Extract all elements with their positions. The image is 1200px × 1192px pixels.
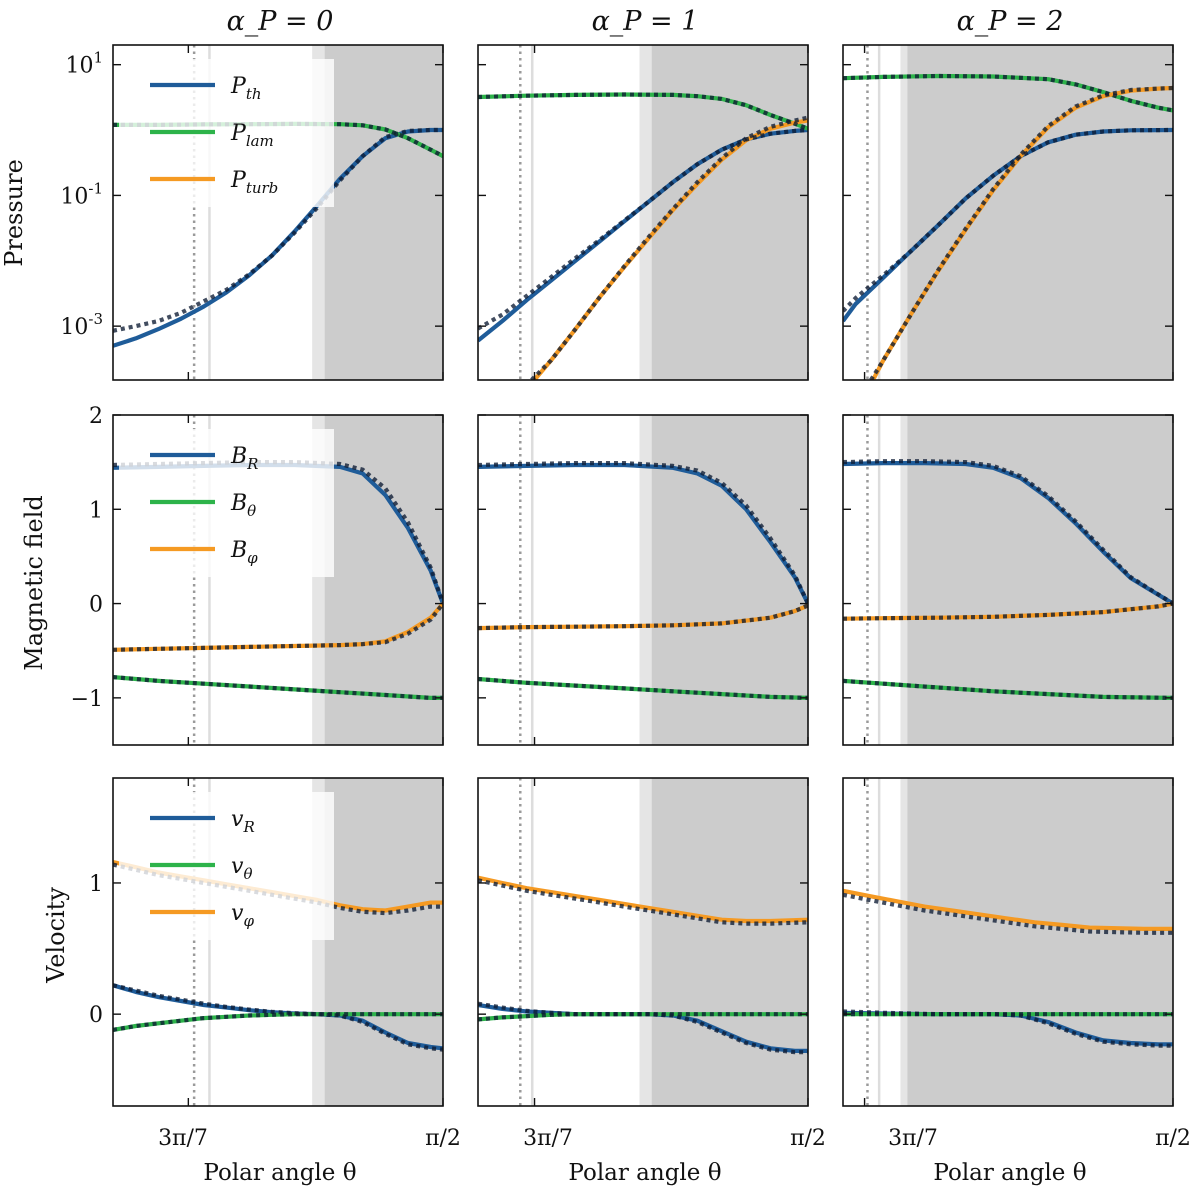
legend-label-b-theta: Bθ xyxy=(230,491,256,520)
axes-frame xyxy=(842,414,1174,746)
panel-2-0: vR vθ vφ 1 0 xyxy=(89,777,444,1107)
approx-dotted-line-v-theta xyxy=(113,1012,443,1032)
panel-0-0: Pth Plam Pturb 101 10-1 10-3 xyxy=(60,44,444,381)
dark-shade-region xyxy=(907,45,1173,380)
approx-dotted-line-b-theta xyxy=(478,676,808,700)
approx-dotted-line-b-r xyxy=(478,461,808,605)
approx-dotted-line-p-turb xyxy=(869,85,1173,380)
ytick-label: 10-1 xyxy=(60,179,103,209)
axes-frame xyxy=(112,414,444,746)
legend-label-p-th: Pth xyxy=(230,74,262,103)
series-line-v-phi xyxy=(843,888,1173,931)
panel-1-2 xyxy=(842,414,1174,746)
approx-dotted-line-b-theta xyxy=(843,678,1173,700)
ytick-label: 10-3 xyxy=(60,310,103,340)
approx-dotted-line-b-phi xyxy=(843,601,1173,621)
xtick-label-pi2-0: π/2 xyxy=(425,1126,461,1151)
panel-2-1 xyxy=(477,777,809,1107)
legend-label-p-lam: Plam xyxy=(230,121,274,150)
approx-dotted-line-p-th xyxy=(843,127,1173,313)
approx-dotted-line-v-phi xyxy=(478,878,808,926)
legend-label-b-phi: Bφ xyxy=(230,538,258,567)
ytick-label: 1 xyxy=(89,872,103,897)
light-shade-band xyxy=(639,45,652,380)
dark-shade-region xyxy=(651,778,808,1106)
ytick-label: 101 xyxy=(65,49,103,79)
ytick-label: −1 xyxy=(71,687,103,712)
legend-label-b-r: BR xyxy=(230,444,258,473)
approx-dotted-line-p-lam xyxy=(843,73,1173,113)
column-title-1: α_P = 1 xyxy=(592,6,699,37)
approx-dotted-line-p-lam xyxy=(478,92,808,131)
legend-label-v-r: vR xyxy=(231,807,255,836)
approx-dotted-line-b-phi xyxy=(478,603,808,631)
xlabel-0: Polar angle θ xyxy=(203,1160,356,1186)
column-titles: α_P = 0 α_P = 1 α_P = 2 xyxy=(227,6,1064,37)
xtick-label-3pi7-2: 3π/7 xyxy=(888,1126,938,1151)
row-ylabel-2: Velocity xyxy=(42,887,70,984)
legend: vR vθ vφ xyxy=(119,792,334,940)
panel-1-1 xyxy=(477,414,809,746)
xtick-label-3pi7-1: 3π/7 xyxy=(523,1126,573,1151)
light-shade-band xyxy=(639,415,652,745)
ytick-label: 1 xyxy=(89,498,103,523)
series-line-b-theta xyxy=(113,675,443,700)
ytick-label: 0 xyxy=(89,593,103,618)
panel-0-1 xyxy=(477,44,809,381)
approx-dotted-line-p-th xyxy=(478,127,808,331)
row-ylabel-0: Pressure xyxy=(0,159,28,267)
approx-dotted-line-b-r xyxy=(843,459,1173,606)
xlabel-2: Polar angle θ xyxy=(933,1160,1086,1186)
xtick-label-pi2-1: π/2 xyxy=(790,1126,826,1151)
series-line-v-phi xyxy=(478,875,808,924)
panel-1-0: BR Bθ Bφ 2 1 0 −1 xyxy=(71,404,444,746)
axes-frame xyxy=(112,44,444,381)
xlabel-1: Polar angle θ xyxy=(568,1160,721,1186)
dark-shade-region xyxy=(324,45,443,380)
legend: Pth Plam Pturb xyxy=(119,59,334,207)
row-ylabel-1: Magnetic field xyxy=(20,495,48,671)
column-title-0: α_P = 0 xyxy=(227,6,334,37)
axes-frame xyxy=(477,777,809,1107)
legend: BR Bθ Bφ xyxy=(119,429,334,577)
axes-frame xyxy=(477,44,809,381)
xtick-label-3pi7-0: 3π/7 xyxy=(158,1126,208,1151)
axes-frame xyxy=(842,44,1174,381)
light-shade-band xyxy=(900,778,908,1106)
axes-frame xyxy=(112,777,444,1107)
axes-frame xyxy=(842,777,1174,1107)
legend-label-p-turb: Pturb xyxy=(230,168,278,197)
approx-dotted-line-p-th xyxy=(113,127,443,333)
x-labels: Polar angle θ Polar angle θ Polar angle … xyxy=(203,1160,1086,1186)
legend-label-v-theta: vθ xyxy=(231,854,252,883)
panel-0-2 xyxy=(842,44,1174,381)
approx-dotted-line-v-theta xyxy=(478,1012,808,1022)
light-shade-band xyxy=(900,415,908,745)
dark-shade-region xyxy=(907,778,1173,1106)
approx-dotted-line-b-phi xyxy=(113,602,443,652)
column-title-2: α_P = 2 xyxy=(957,6,1064,37)
approx-dotted-line-v-r xyxy=(113,983,443,1052)
row-labels: Pressure Magnetic field Velocity xyxy=(0,159,70,984)
ytick-label: 2 xyxy=(89,404,103,429)
x-tick-labels: 3π/7 π/2 3π/7 π/2 3π/7 π/2 xyxy=(158,1126,1191,1151)
legend-label-v-phi: vφ xyxy=(231,901,254,930)
approx-dotted-line-p-turb xyxy=(530,115,808,380)
light-shade-band xyxy=(900,45,908,380)
xtick-label-pi2-2: π/2 xyxy=(1155,1126,1191,1151)
panel-2-2 xyxy=(842,777,1174,1107)
axes-frame xyxy=(477,414,809,746)
panels: Pth Plam Pturb 101 10-1 10-3 BR Bθ Bφ 2 1 0 −1 vR vθ vφ… xyxy=(60,44,1174,1107)
ytick-label: 0 xyxy=(89,1003,103,1028)
dark-shade-region xyxy=(324,778,443,1106)
light-shade-band xyxy=(639,778,652,1106)
